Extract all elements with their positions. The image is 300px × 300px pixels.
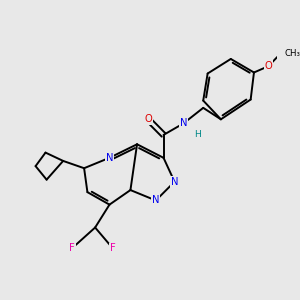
Text: N: N xyxy=(152,196,160,206)
Text: N: N xyxy=(180,118,187,128)
Text: CH₃: CH₃ xyxy=(285,49,300,58)
Text: O: O xyxy=(144,114,152,124)
Text: N: N xyxy=(171,177,178,187)
Text: O: O xyxy=(264,61,272,71)
Text: F: F xyxy=(69,243,75,253)
Text: N: N xyxy=(106,153,113,163)
Text: H: H xyxy=(194,130,201,140)
Text: F: F xyxy=(110,243,116,253)
